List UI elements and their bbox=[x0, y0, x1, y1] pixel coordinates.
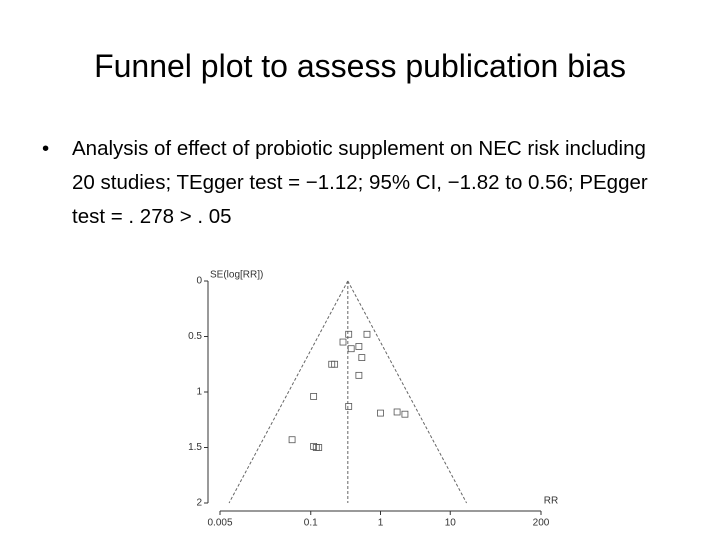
study-point bbox=[401, 410, 409, 418]
study-point bbox=[345, 330, 353, 338]
study-point bbox=[331, 360, 339, 368]
y-axis-label: SE(log[RR]) bbox=[210, 270, 263, 281]
y-tick-label: 0.5 bbox=[188, 331, 202, 342]
study-point bbox=[377, 409, 384, 417]
y-tick-label: 2 bbox=[196, 498, 202, 509]
study-point bbox=[310, 393, 318, 400]
x-tick-label: 10 bbox=[445, 518, 457, 529]
study-point bbox=[358, 354, 366, 361]
y-tick-label: 1.5 bbox=[188, 442, 202, 453]
slide-title: Funnel plot to assess publication bias bbox=[94, 48, 626, 84]
x-tick-label: 1 bbox=[378, 518, 384, 529]
y-tick-label: 0 bbox=[196, 276, 202, 287]
study-point bbox=[345, 403, 353, 410]
bullet-text: Analysis of effect of probiotic suppleme… bbox=[72, 137, 648, 228]
study-point bbox=[339, 338, 347, 346]
study-point bbox=[355, 371, 363, 379]
funnel-right bbox=[347, 280, 468, 504]
x-tick-label: 200 bbox=[533, 518, 550, 529]
bullet-marker: • bbox=[42, 137, 50, 160]
x-tick-label: 0.005 bbox=[207, 518, 232, 529]
x-axis-label: RR bbox=[544, 496, 558, 507]
study-point bbox=[288, 436, 296, 444]
study-point bbox=[347, 345, 355, 353]
study-point bbox=[393, 408, 401, 416]
study-point bbox=[315, 444, 323, 451]
y-tick-label: 1 bbox=[196, 387, 202, 398]
study-point bbox=[363, 330, 371, 338]
funnel-left bbox=[228, 280, 349, 504]
study-point bbox=[355, 343, 363, 350]
x-tick-label: 0.1 bbox=[304, 518, 318, 529]
